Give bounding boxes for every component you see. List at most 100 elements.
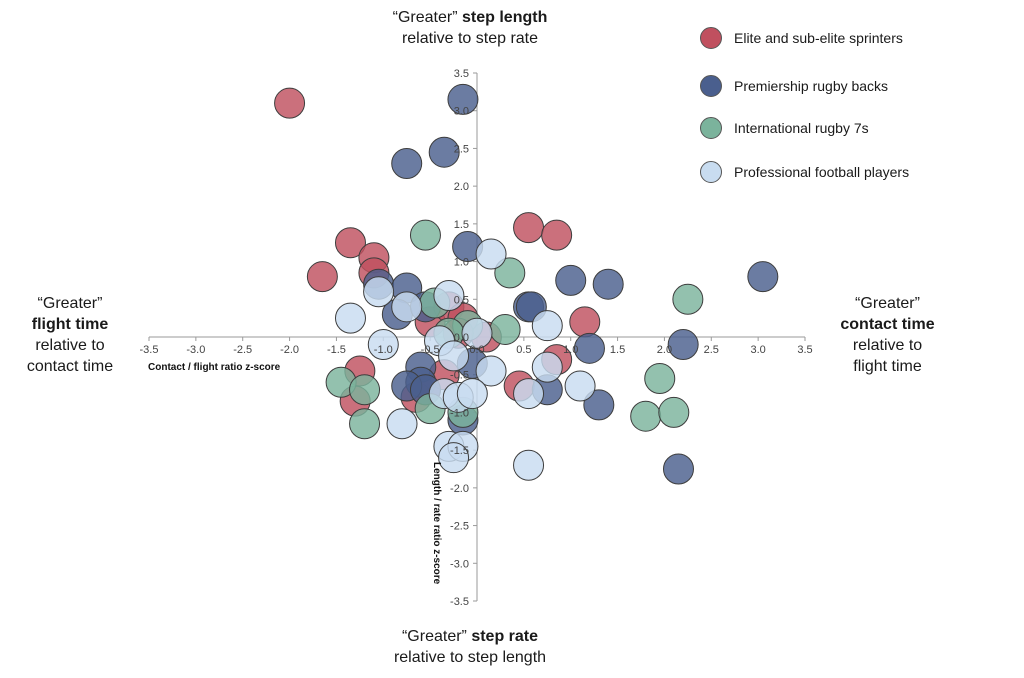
data-point-series-1 — [447, 83, 479, 115]
y-tick-label: 2.0 — [454, 181, 469, 193]
data-point-series-1 — [662, 453, 694, 485]
data-point-series-3 — [438, 442, 470, 474]
y-tick-label: -1.0 — [450, 407, 469, 419]
x-tick-label: 3.5 — [797, 344, 812, 356]
data-point-series-2 — [349, 374, 381, 406]
x-tick-label: -0.5 — [421, 344, 440, 356]
legend-swatch — [700, 161, 722, 183]
y-tick-label: 1.5 — [454, 219, 469, 231]
quadrant-left-strong: flight time — [31, 316, 109, 333]
data-point-series-1 — [573, 332, 605, 364]
data-point-series-1 — [583, 389, 615, 421]
data-point-series-3 — [363, 276, 395, 308]
quadrant-bottom-line2: relative to step length — [393, 649, 547, 666]
data-point-series-0 — [569, 306, 601, 338]
data-point-series-3 — [531, 351, 563, 383]
data-point-series-3 — [456, 378, 488, 410]
x-tick-label: -3.5 — [140, 344, 159, 356]
legend-item-rugby-backs: Premiership rugby backs — [700, 74, 888, 98]
legend-label: Professional football players — [734, 164, 910, 180]
data-point-series-3 — [475, 355, 507, 387]
data-point-series-1 — [555, 264, 587, 296]
x-tick-label: 0.5 — [516, 344, 531, 356]
legend-swatch — [700, 27, 722, 49]
quadrant-label-top: “Greater” step length relative to step r… — [360, 7, 580, 49]
data-point-series-1 — [667, 329, 699, 361]
data-point-series-3 — [367, 329, 399, 361]
x-tick-label: -1.5 — [327, 344, 346, 356]
data-point-series-3 — [461, 317, 493, 349]
data-point-series-2 — [494, 257, 526, 289]
data-point-series-3 — [391, 291, 423, 323]
data-point-series-3 — [531, 310, 563, 342]
quadrant-right-line4: flight time — [853, 358, 922, 375]
data-point-series-3 — [438, 340, 470, 372]
quadrant-bottom-strong: step rate — [471, 628, 539, 645]
x-tick-label: 2.5 — [704, 344, 719, 356]
x-tick-label: 1.0 — [563, 344, 578, 356]
quadrant-label-bottom: “Greater” step rate relative to step len… — [360, 626, 580, 668]
legend-item-sprinters: Elite and sub-elite sprinters — [700, 26, 903, 50]
legend-item-rugby-7s: International rugby 7s — [700, 116, 869, 140]
quadrant-left-line4: contact time — [26, 358, 114, 375]
axis-labels: -3.5 -3.0 -2.5 -2.0 -1.5 -1.0 -0.5 0.0 0.5 1.0 1.5… — [140, 68, 813, 608]
data-point-series-1 — [592, 268, 624, 300]
data-point-series-3 — [386, 408, 418, 440]
y-tick-label: -0.5 — [450, 370, 469, 382]
x-tick-label: -2.5 — [233, 344, 252, 356]
data-points — [274, 83, 779, 485]
y-tick-label: -3.0 — [450, 558, 469, 570]
quadrant-label-left: “Greater” flight time relative to contac… — [10, 293, 130, 377]
data-point-series-3 — [433, 280, 465, 312]
data-point-series-3 — [334, 302, 366, 334]
quadrant-label-right: “Greater” contact time relative to fligh… — [820, 293, 955, 377]
data-point-series-2 — [658, 396, 690, 428]
y-tick-label: -1.5 — [450, 445, 469, 457]
data-point-series-2 — [489, 313, 521, 345]
legend-label: International rugby 7s — [734, 120, 869, 136]
x-tick-label: -1.0 — [374, 344, 393, 356]
y-axis-title: Length / rate ratio z-score — [431, 462, 442, 585]
y-tick-label: 0.5 — [454, 294, 469, 306]
y-tick-label: -2.0 — [450, 483, 469, 495]
x-tick-label: 0.0 — [469, 344, 484, 356]
x-tick-label: 1.5 — [610, 344, 625, 356]
data-point-series-1 — [428, 136, 460, 168]
y-tick-label: -2.5 — [450, 521, 469, 533]
quadrant-right-line1: “Greater” — [855, 295, 920, 312]
quadrant-top-prefix: “Greater” — [392, 9, 462, 26]
x-tick-label: -3.0 — [186, 344, 205, 356]
legend-swatch — [700, 117, 722, 139]
data-point-series-2 — [409, 219, 441, 251]
y-tick-label: 3.5 — [454, 68, 469, 80]
quadrant-left-line1: “Greater” — [37, 295, 103, 312]
data-point-series-0 — [334, 227, 366, 259]
y-tick-label: -3.5 — [450, 596, 469, 608]
legend-label: Premiership rugby backs — [734, 78, 889, 94]
data-point-series-0 — [513, 212, 545, 244]
quadrant-top-strong: step length — [462, 9, 548, 26]
data-point-series-1 — [747, 261, 779, 293]
legend-swatch — [700, 75, 722, 97]
data-point-series-3 — [564, 370, 596, 402]
data-point-series-0 — [306, 261, 338, 293]
legend-label: Elite and sub-elite sprinters — [734, 30, 903, 46]
data-point-series-3 — [513, 378, 545, 410]
legend-item-football: Professional football players — [700, 160, 909, 184]
y-tick-label: 2.5 — [454, 143, 469, 155]
x-tick-label: 2.0 — [657, 344, 672, 356]
data-point-series-1 — [391, 148, 423, 180]
x-tick-label: -2.0 — [280, 344, 299, 356]
data-point-series-2 — [644, 362, 676, 394]
data-point-series-0 — [274, 87, 306, 119]
data-point-series-2 — [349, 408, 381, 440]
data-point-series-0 — [541, 219, 573, 251]
y-tick-label: 3.0 — [454, 106, 469, 118]
quadrant-right-strong: contact time — [840, 316, 935, 333]
quadrant-left-line3: relative to — [35, 337, 105, 354]
quadrant-top-line2: relative to step rate — [401, 30, 539, 47]
x-tick-label: 3.0 — [750, 344, 765, 356]
data-point-series-2 — [672, 283, 704, 315]
y-tick-label: 1.0 — [454, 257, 469, 269]
